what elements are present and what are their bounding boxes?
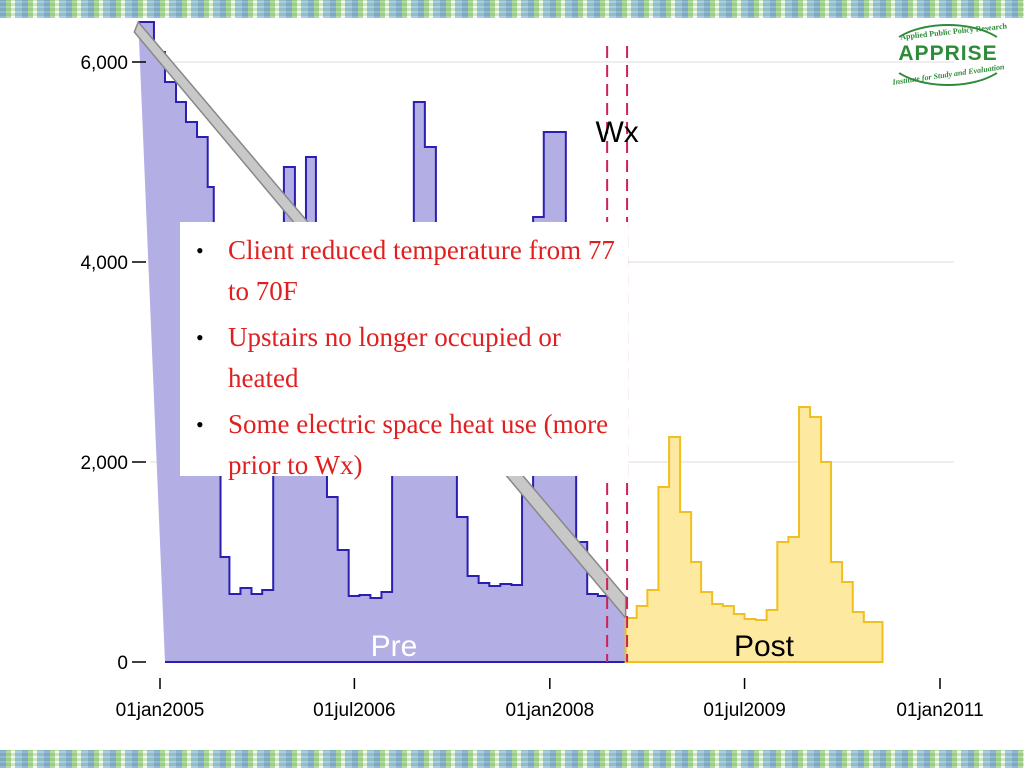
logo-name: APPRISE (898, 42, 998, 65)
callout-box: • Client reduced temperature from 77 to 7… (180, 222, 628, 480)
label-layer: Wx Pre Post (371, 116, 795, 663)
x-tick-label: 01jul2006 (313, 700, 395, 721)
wx-label: Wx (595, 116, 638, 149)
callout-text: Client reduced temperature from 77 to 70… (228, 235, 615, 306)
post-area-fill (625, 407, 883, 662)
callout-list: • Client reduced temperature from 77 to 7… (192, 230, 618, 486)
axis-layer: 0 2,000 4,000 6,000 01jan2005 01jul2006 01jan2… (80, 53, 983, 721)
post-series-line (624, 406, 884, 663)
y-tick-label: 4,000 (80, 253, 128, 274)
header-decoration-band (0, 0, 1024, 18)
callout-text: Upstairs no longer occupied or heated (228, 322, 561, 393)
y-tick-label: 2,000 (80, 453, 128, 474)
callout-bullet: • Some electric space heat use (more prio… (192, 404, 618, 486)
x-tick-label: 01jul2009 (703, 700, 785, 721)
x-tick-label: 01jan2011 (896, 700, 983, 721)
logo-arc-icon (886, 24, 1010, 86)
callout-bullet: • Upstairs no longer occupied or heated (192, 317, 618, 399)
bullet-dot-icon: • (196, 325, 204, 350)
callout-text: Some electric space heat use (more prior… (228, 409, 609, 480)
footer-decoration-band (0, 750, 1024, 768)
bullet-dot-icon: • (196, 238, 204, 263)
post-series-label: Post (734, 630, 795, 663)
apprise-logo: Applied Public Policy Research APPRISE I… (878, 20, 1018, 92)
y-tick-label: 0 (117, 653, 128, 674)
y-tick-label: 6,000 (80, 53, 128, 74)
callout-bullet: • Client reduced temperature from 77 to 7… (192, 230, 618, 312)
pre-area-fill (138, 22, 626, 662)
x-tick-label: 01jan2008 (505, 700, 594, 721)
pre-series-label: Pre (371, 630, 418, 663)
x-tick-label: 01jan2005 (116, 700, 205, 721)
bullet-dot-icon: • (196, 412, 204, 437)
